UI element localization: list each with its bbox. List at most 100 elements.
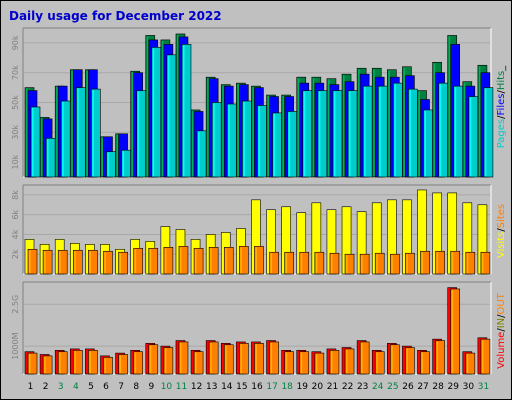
bar-highlight xyxy=(315,354,318,373)
bar-highlight xyxy=(192,110,194,176)
legend-entry: / xyxy=(496,228,507,232)
day-label: 8 xyxy=(133,382,139,392)
bar-highlight xyxy=(403,347,405,373)
bar-highlight xyxy=(222,85,224,176)
bar-out xyxy=(435,340,445,375)
bar-out xyxy=(163,347,174,375)
bar-highlight xyxy=(303,91,306,176)
bar-highlight xyxy=(119,134,122,176)
bar-highlight xyxy=(478,66,481,176)
bar-highlight xyxy=(29,91,31,176)
legend-entry: / xyxy=(496,328,507,332)
bar-highlight xyxy=(59,87,61,176)
bar-highlight xyxy=(270,97,273,176)
bar-visits xyxy=(344,253,355,275)
bar-out xyxy=(208,341,219,375)
bar-highlight xyxy=(448,288,451,373)
bar-pages xyxy=(257,105,267,178)
bar-highlight xyxy=(418,190,421,273)
bar-pages xyxy=(393,82,403,178)
bar-pages xyxy=(181,44,192,178)
bar-highlight xyxy=(104,252,106,273)
legend-entry: Sites xyxy=(496,204,507,228)
bar-highlight xyxy=(312,78,315,176)
bar-highlight xyxy=(255,344,257,373)
bar-pages xyxy=(272,112,282,178)
bar-highlight xyxy=(300,253,303,273)
bar-visits xyxy=(480,251,491,275)
bar-highlight xyxy=(77,88,79,176)
bar-highlight xyxy=(315,84,318,176)
y-tick-label: 90k xyxy=(11,35,20,50)
bar-out xyxy=(103,356,113,375)
legend-entry: / xyxy=(496,314,507,318)
day-label: 30 xyxy=(463,382,475,392)
bar-highlight xyxy=(267,341,270,373)
bar-visits xyxy=(269,251,279,275)
bar-highlight xyxy=(176,230,179,273)
bar-highlight xyxy=(29,354,31,373)
bar-highlight xyxy=(207,341,209,373)
bar-out xyxy=(284,351,294,375)
bar-highlight xyxy=(421,252,424,273)
bar-highlight xyxy=(330,351,333,373)
bar-highlight xyxy=(327,210,330,273)
bar-highlight xyxy=(267,210,270,273)
day-label: 31 xyxy=(478,382,489,392)
bar-highlight xyxy=(207,78,209,176)
bar-pages xyxy=(408,88,418,178)
bar-highlight xyxy=(376,78,378,176)
bar-visits xyxy=(72,249,83,275)
bar-highlight xyxy=(267,96,270,176)
bar-pages xyxy=(302,90,313,178)
bar-out xyxy=(299,351,310,375)
bar-highlight xyxy=(119,355,122,373)
bar-highlight xyxy=(285,253,288,273)
bar-highlight xyxy=(59,251,61,273)
bar-out xyxy=(269,341,279,375)
day-label: 17 xyxy=(266,382,277,392)
bar-highlight xyxy=(86,70,88,176)
bar-visits xyxy=(329,252,340,275)
bar-highlight xyxy=(361,255,363,273)
bar-highlight xyxy=(270,253,273,273)
bar-highlight xyxy=(403,200,405,273)
legend-middle-panel: Visits/Sites xyxy=(496,204,507,258)
bar-highlight xyxy=(41,118,43,176)
y-tick-label: 4k xyxy=(11,229,20,239)
bar-out xyxy=(405,347,415,375)
bar-highlight xyxy=(327,79,330,176)
bar-out xyxy=(254,343,264,375)
bar-highlight xyxy=(164,348,167,373)
bar-highlight xyxy=(454,87,457,176)
bar-highlight xyxy=(167,55,170,176)
bar-highlight xyxy=(439,84,442,176)
bar-highlight xyxy=(466,354,469,373)
bar-highlight xyxy=(418,91,421,176)
bar-highlight xyxy=(56,240,58,273)
bar-highlight xyxy=(433,193,436,273)
bar-pages xyxy=(242,100,252,178)
bar-highlight xyxy=(255,88,257,176)
bar-highlight xyxy=(300,84,303,176)
bar-out xyxy=(465,352,476,375)
bar-highlight xyxy=(484,88,487,176)
bar-highlight xyxy=(273,113,276,176)
bar-highlight xyxy=(26,240,28,273)
bar-highlight xyxy=(376,254,378,273)
bar-pages xyxy=(317,90,328,178)
bar-highlight xyxy=(388,344,390,373)
bar-highlight xyxy=(358,69,360,176)
bar-visits xyxy=(314,251,325,275)
bar-highlight xyxy=(101,245,103,273)
bar-out xyxy=(27,352,38,375)
bar-highlight xyxy=(47,139,49,176)
bar-highlight xyxy=(32,107,34,176)
bar-visits xyxy=(359,253,370,275)
bar-highlight xyxy=(179,247,182,273)
bar-highlight xyxy=(56,87,58,176)
bar-highlight xyxy=(282,351,285,373)
bar-highlight xyxy=(195,112,197,176)
bar-highlight xyxy=(300,352,303,373)
